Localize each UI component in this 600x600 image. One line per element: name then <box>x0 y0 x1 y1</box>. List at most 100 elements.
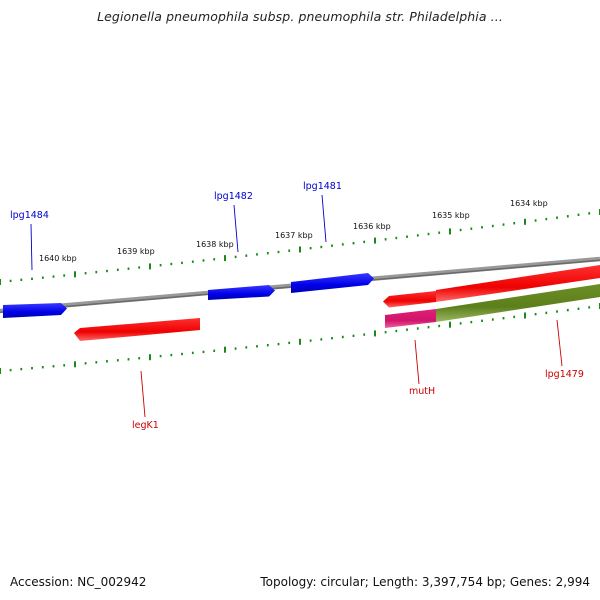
scale-dot <box>20 278 23 281</box>
scale-tick-major <box>449 228 451 235</box>
scale-dot <box>556 216 558 219</box>
scale-ring-upper <box>0 209 600 285</box>
gene-label-lpg1482[interactable]: lpg1482 <box>214 191 253 202</box>
scale-dot <box>566 308 569 312</box>
gene-label-lpg1481[interactable]: lpg1481 <box>303 181 342 192</box>
scale-dot <box>181 261 183 265</box>
scale-dot <box>191 351 194 355</box>
gene-arrow-lpg1482[interactable] <box>208 285 275 300</box>
scale-dot <box>266 344 269 347</box>
gene-arrow-lpg1479[interactable] <box>436 284 600 322</box>
scale-dot <box>181 352 183 356</box>
scale-label: 1636 kbp <box>353 222 391 231</box>
scale-dot <box>170 353 173 357</box>
scale-dot <box>63 364 66 367</box>
scale-dot <box>352 334 355 337</box>
scale-dot <box>31 277 33 280</box>
scale-dot <box>277 250 280 254</box>
scale-dot <box>534 219 537 222</box>
scale-dot <box>202 350 205 354</box>
scale-label: 1638 kbp <box>196 240 234 249</box>
scale-dot <box>202 259 205 262</box>
scale-tick-major <box>374 237 376 244</box>
scale-tick-major <box>74 271 76 278</box>
scale-dot <box>320 338 323 341</box>
scale-dot <box>438 324 441 328</box>
scale-dot <box>406 328 408 331</box>
scale-tick-major <box>224 255 226 262</box>
scale-dot <box>395 329 398 333</box>
scale-dot <box>309 339 312 342</box>
scale-dot <box>9 368 12 372</box>
scale-dot <box>416 327 419 330</box>
scale-label: 1639 kbp <box>117 247 155 256</box>
scale-dot <box>481 319 483 322</box>
gene-arrow-mutH[interactable] <box>385 309 436 328</box>
scale-dot <box>138 357 141 360</box>
scale-tick-major <box>374 330 376 337</box>
scale-dot <box>288 249 291 252</box>
accession-text: Accession: NC_002942 <box>10 575 147 589</box>
scale-dot <box>266 252 269 255</box>
scale-dot <box>470 320 473 324</box>
gene-arrow-legK1[interactable] <box>74 318 200 341</box>
scale-dot <box>416 234 419 237</box>
scale-dot <box>256 253 258 256</box>
scale-dot <box>502 223 505 226</box>
scale-label: 1637 kbp <box>275 231 313 240</box>
scale-dot <box>502 317 505 320</box>
scale-dot <box>459 322 462 325</box>
scale-dot <box>127 358 130 361</box>
gene-label-mutH[interactable]: mutH <box>409 386 435 397</box>
scale-dot <box>256 345 258 348</box>
scale-dot <box>588 306 591 309</box>
scale-dot <box>545 311 548 315</box>
scale-tick-major <box>299 338 301 345</box>
scale-dot <box>191 260 194 263</box>
gene-label-legK1[interactable]: legK1 <box>132 420 159 431</box>
scale-dot <box>84 272 87 275</box>
gene-label-lpg1484[interactable]: lpg1484 <box>10 210 49 221</box>
label-leaders <box>30 194 563 418</box>
scale-dot <box>170 262 173 266</box>
scale-dot <box>491 318 494 321</box>
scale-dot <box>513 315 516 319</box>
scale-dot <box>213 349 216 352</box>
scale-dot <box>341 335 344 339</box>
scale-dot <box>566 215 569 218</box>
scale-dot <box>588 212 591 215</box>
gene-arrow-lpg1484[interactable] <box>3 303 67 318</box>
scale-tick-major <box>0 368 1 374</box>
scale-tick-major <box>449 321 451 328</box>
scale-dot <box>41 366 44 369</box>
scale-dot <box>106 360 108 363</box>
genome-summary-text: Topology: circular; Length: 3,397,754 bp… <box>260 575 590 589</box>
scale-dot <box>213 258 216 261</box>
scale-dot <box>384 238 387 241</box>
gene-arrow-lpg1481[interactable] <box>291 273 374 293</box>
scale-dot <box>577 213 580 216</box>
scale-dot <box>52 365 55 368</box>
scale-dot <box>95 270 98 274</box>
scale-label: 1640 kbp <box>39 254 77 263</box>
gene-arrow-red[interactable] <box>436 265 600 302</box>
scale-dot <box>320 245 323 249</box>
scale-tick-major <box>224 346 226 353</box>
scale-dot <box>63 274 66 277</box>
scale-dot <box>352 242 355 245</box>
scale-dot <box>95 361 98 364</box>
scale-dot <box>31 367 33 370</box>
scale-dot <box>309 247 312 250</box>
scale-tick-major <box>299 246 301 253</box>
scale-dot <box>116 268 119 271</box>
gene-label-lpg1479[interactable]: lpg1479 <box>545 369 584 380</box>
scale-dot <box>234 347 237 350</box>
scale-dot <box>331 244 333 247</box>
scale-tick-major <box>0 279 1 285</box>
scale-dot <box>277 342 280 346</box>
gene-arrow-red[interactable] <box>383 291 436 308</box>
scale-dot <box>363 240 366 244</box>
scale-dot <box>577 307 580 310</box>
scale-dot <box>41 276 44 279</box>
scale-labels: 1640 kbp 1639 kbp 1638 kbp 1637 kbp 1636… <box>39 199 548 263</box>
